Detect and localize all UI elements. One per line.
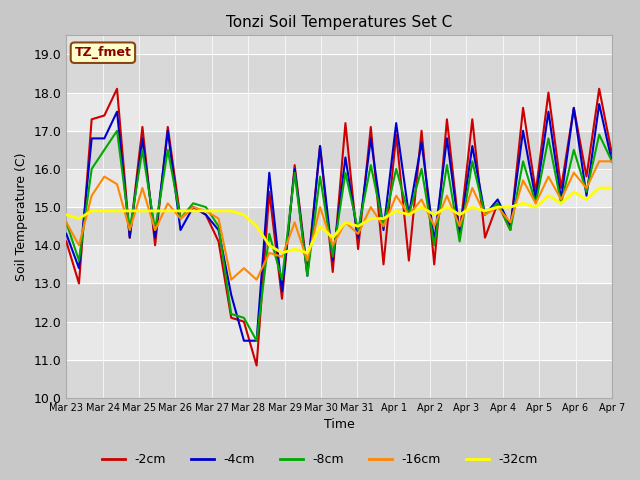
X-axis label: Time: Time	[324, 419, 355, 432]
Bar	[67, 245, 612, 284]
Bar	[67, 131, 612, 169]
Bar	[67, 284, 612, 322]
Bar	[67, 93, 612, 131]
Text: TZ_fmet: TZ_fmet	[74, 46, 131, 59]
Legend: -2cm, -4cm, -8cm, -16cm, -32cm: -2cm, -4cm, -8cm, -16cm, -32cm	[97, 448, 543, 471]
Bar	[67, 207, 612, 245]
Bar	[67, 54, 612, 93]
Bar	[67, 322, 612, 360]
Bar	[67, 169, 612, 207]
Bar	[67, 360, 612, 398]
Y-axis label: Soil Temperature (C): Soil Temperature (C)	[15, 153, 28, 281]
Title: Tonzi Soil Temperatures Set C: Tonzi Soil Temperatures Set C	[226, 15, 452, 30]
